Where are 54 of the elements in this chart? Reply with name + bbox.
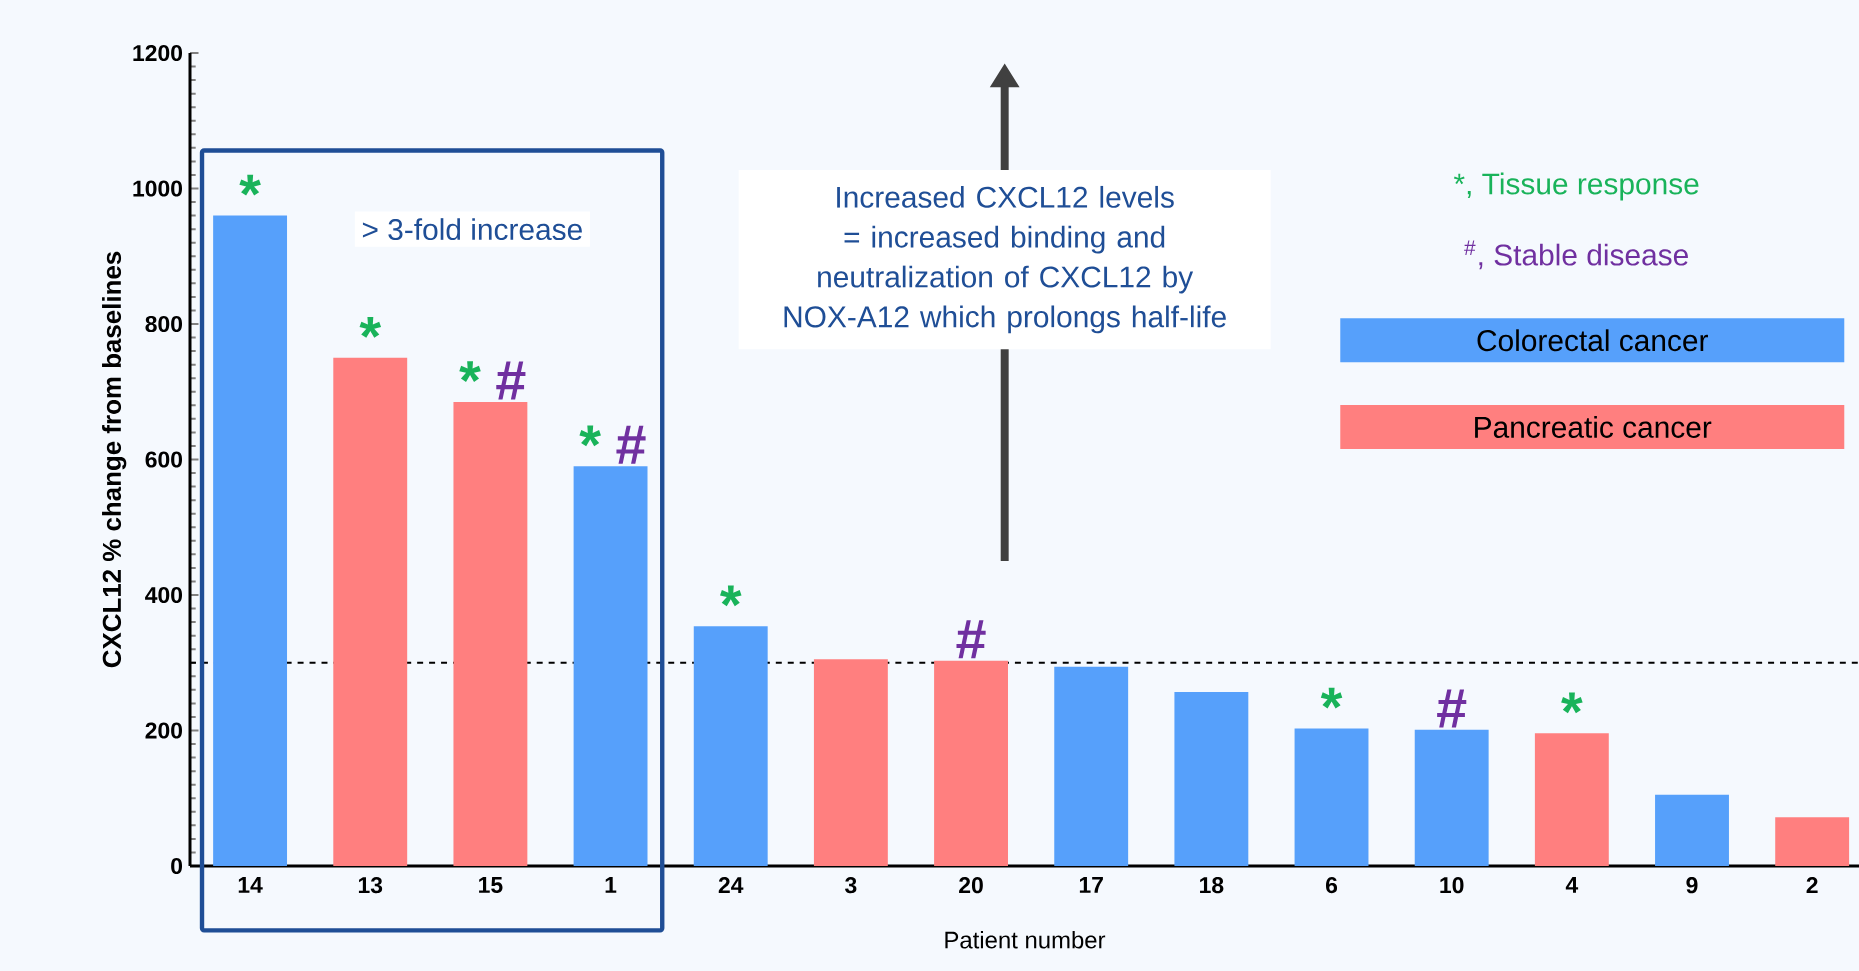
- bar: [1534, 733, 1609, 866]
- bar: [1655, 794, 1729, 866]
- bar: [1294, 728, 1369, 866]
- annotation: $^{#}$, Stable disease: [1464, 240, 1688, 270]
- annotation: *: [359, 317, 382, 338]
- x-tick-label: 14: [238, 877, 263, 893]
- x-tick-label: 6: [1325, 877, 1338, 894]
- y-axis-title: CXCL12 % change from baselines: [102, 251, 127, 668]
- annotation: #: [956, 620, 986, 659]
- x-tick-label: 24: [718, 877, 744, 894]
- bar: [453, 401, 528, 866]
- x-axis-title: Patient number: [945, 930, 1106, 949]
- x-tick-label: 3: [845, 877, 857, 894]
- bar: [1775, 817, 1850, 866]
- annotation: > 3-fold increase: [362, 218, 582, 241]
- annotation: *: [579, 425, 601, 447]
- bar: [1414, 729, 1489, 866]
- annotation: #: [616, 425, 646, 464]
- annotation: *: [1561, 692, 1583, 714]
- bar: [813, 659, 888, 866]
- annotation: *: [459, 361, 481, 382]
- annotation: #: [1437, 689, 1467, 728]
- bar: [693, 626, 768, 866]
- x-tick-label: 20: [959, 877, 983, 894]
- bar: [1054, 666, 1129, 866]
- x-tick-label: 10: [1440, 877, 1464, 894]
- bar: [1174, 691, 1249, 866]
- x-tick-label: 13: [358, 877, 383, 894]
- y-tick-label: 600: [145, 451, 183, 468]
- bar: [333, 357, 408, 866]
- y-tick-label: 400: [145, 586, 183, 604]
- x-tick-label: 18: [1200, 877, 1224, 894]
- bar: [573, 466, 648, 866]
- annotation: *: [720, 585, 742, 607]
- x-tick-label: 15: [479, 877, 503, 894]
- text: Pancreatic cancer: [1475, 416, 1712, 438]
- bar: [934, 660, 1008, 866]
- annotation: *: [239, 174, 261, 196]
- annotation: #: [496, 361, 526, 400]
- y-tick-label: 800: [145, 315, 183, 333]
- annotation: *, Tissue response: [1453, 172, 1699, 201]
- annotation: Increased CXCL12 levels = increased binding and neutralization of CXCL12 by NOX-A12 which prolongs half-life: [784, 185, 1226, 334]
- x-tick-label: 1: [605, 877, 617, 893]
- x-tick-label: 9: [1686, 877, 1698, 894]
- y-tick-label: 1200: [133, 44, 183, 62]
- y-tick-label: 0: [171, 857, 183, 875]
- x-tick-label: 4: [1565, 877, 1579, 893]
- x-tick-label: 2: [1806, 877, 1818, 894]
- bar: [213, 215, 288, 866]
- y-tick-label: 200: [145, 722, 183, 739]
- annotation: *: [1320, 687, 1343, 709]
- text: Colorectal cancer: [1477, 329, 1708, 352]
- x-tick-label: 17: [1079, 877, 1103, 893]
- y-tick-label: 1000: [133, 180, 183, 197]
